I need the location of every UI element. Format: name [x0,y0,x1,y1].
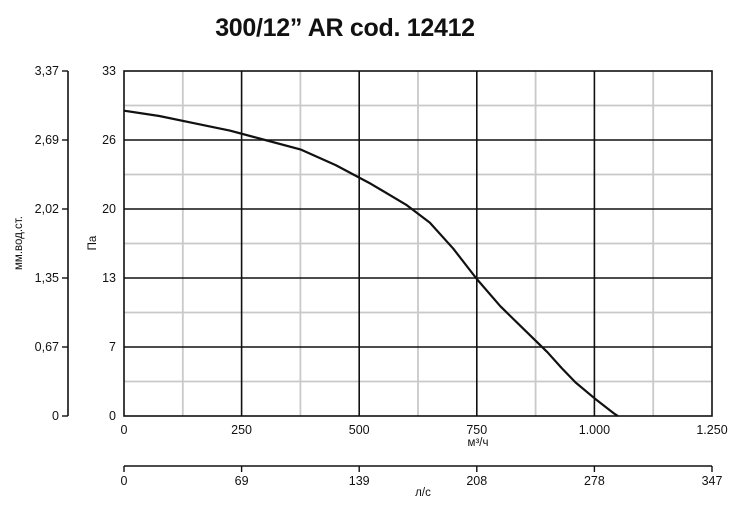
chart-title: 300/12” AR cod. 12412 [215,14,475,42]
secondary-x-tick-label: 278 [584,474,605,488]
x-tick-label: 500 [349,423,370,437]
secondary-y-tick-label: 2,02 [35,202,59,216]
secondary-x-tick-label: 208 [466,474,487,488]
secondary-x-tick-label: 69 [235,474,249,488]
y-tick-labels: 0 7 13 20 26 33 [102,64,116,423]
secondary-y-tick-label: 0,67 [35,340,59,354]
major-grid [124,71,712,416]
x-tick-label: 750 [466,423,487,437]
secondary-y-tick-label: 3,37 [35,64,59,78]
secondary-x-tick-label: 0 [121,474,128,488]
secondary-x-tick-label: 347 [702,474,723,488]
x-tick-labels: 0 250 500 750 1.000 1.250 [121,423,728,437]
x-tick-label: 1.000 [579,423,610,437]
x-axis-label: м³/ч [468,437,489,449]
performance-curve [123,109,619,417]
y-tick-label: 13 [102,271,116,285]
y-tick-label: 20 [102,202,116,216]
secondary-y-tick-label: 1,35 [35,271,59,285]
secondary-y-tick-label: 2,69 [35,133,59,147]
x-tick-label: 1.250 [696,423,727,437]
plot-frame [123,70,713,417]
secondary-x-axis-label: л/с [415,487,431,499]
minor-grid [124,71,712,416]
secondary-y-axis-label: мм.вод.ст. [13,216,25,270]
y-tick-label: 26 [102,133,116,147]
secondary-y-tick-label: 0 [52,409,59,423]
y-tick-label: 7 [109,340,116,354]
secondary-x-tick-label: 139 [349,474,370,488]
y-tick-label: 0 [109,409,116,423]
x-tick-label: 250 [231,423,252,437]
y-tick-label: 33 [102,64,116,78]
secondary-x-axis: 0 69 139 208 278 347 [121,465,723,488]
secondary-y-axis: 0 0,67 1,35 2,02 2,69 3,37 [35,64,69,423]
y-axis-label: Па [87,235,99,250]
x-tick-label: 0 [121,423,128,437]
